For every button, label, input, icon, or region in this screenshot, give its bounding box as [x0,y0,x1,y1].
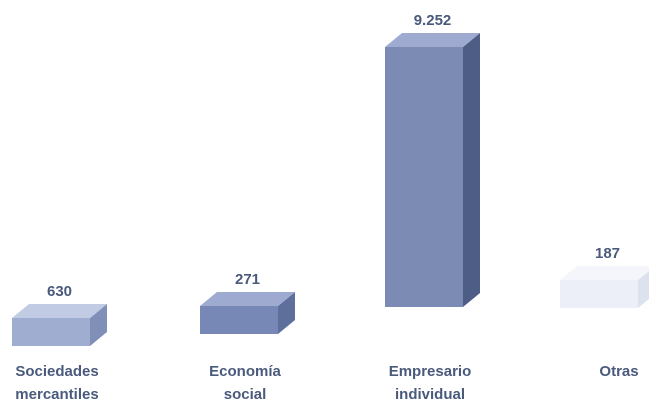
category-labels-layer: Sociedades mercantiles Economía social Empre… [15,363,638,403]
bar-side-face [463,33,480,307]
bar-side-face [638,270,649,308]
value-label: 630 [47,283,72,300]
category-label: Economía social [209,363,281,403]
bars-layer [12,33,649,346]
category-label-line: Sociedades [15,363,98,380]
bar [12,304,107,346]
category-label-line: Otras [599,363,638,380]
bar-front-face [385,47,463,307]
category-label-line: social [224,386,267,403]
category-label: Otras [599,363,638,380]
bar-top-face [560,266,649,280]
value-label: 271 [235,271,260,288]
bar [560,266,649,308]
value-label: 9.252 [414,12,452,29]
bar-front-face [200,306,278,334]
value-labels-layer: 630 271 9.252 187 [47,12,620,300]
category-label-line: Economía [209,363,281,380]
bar-front-face [12,318,90,346]
category-label-line: mercantiles [15,386,98,403]
bar-front-face [560,280,638,308]
bar-top-face [12,304,107,318]
category-label-line: individual [395,386,465,403]
bar-top-face [385,33,480,47]
category-label: Empresario individual [389,363,472,403]
bar [385,33,480,307]
value-label: 187 [595,245,620,262]
bar-top-face [200,292,295,306]
category-label: Sociedades mercantiles [15,363,98,403]
category-label-line: Empresario [389,363,472,380]
bar [200,292,295,334]
